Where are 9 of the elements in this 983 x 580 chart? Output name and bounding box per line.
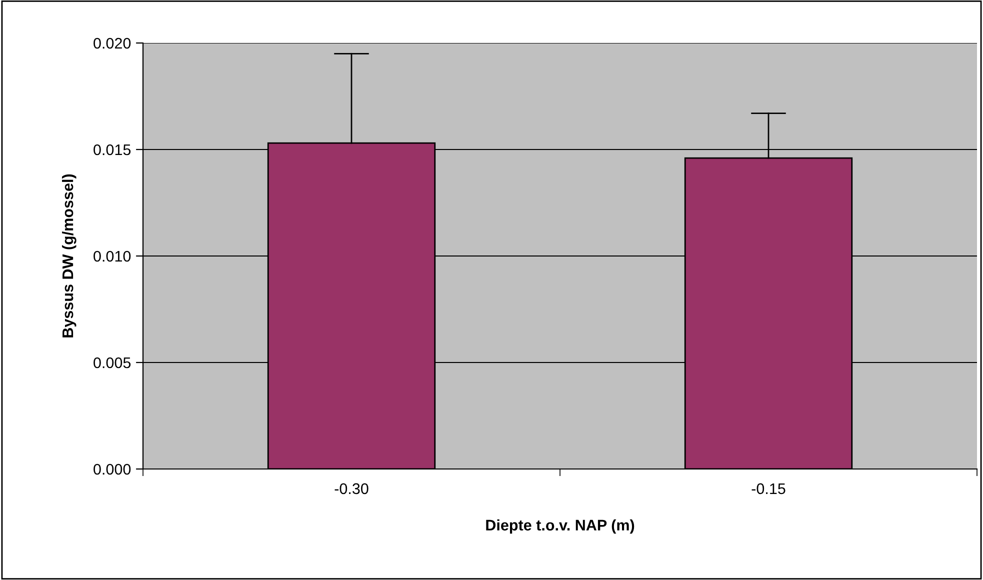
y-tick-label: 0.010: [94, 250, 131, 262]
x-axis-title: Diepte t.o.v. NAP (m): [486, 519, 634, 534]
x-tick-label: -0.15: [752, 483, 786, 494]
y-tick-label: 0.015: [94, 144, 131, 156]
x-tick-label: -0.30: [334, 483, 368, 494]
y-tick-label: 0.000: [94, 464, 131, 475]
y-tick-label: 0.005: [94, 357, 131, 368]
y-axis-title: Byssus DW (g/mossel): [62, 174, 76, 338]
y-tick-label: 0.020: [94, 38, 131, 49]
